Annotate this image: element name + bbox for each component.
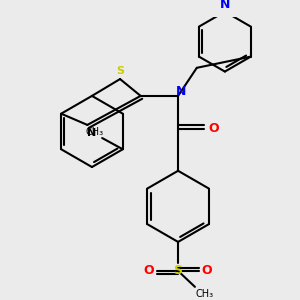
Text: CH₃: CH₃: [195, 289, 213, 299]
Text: S: S: [174, 264, 183, 278]
Text: O: O: [202, 264, 212, 278]
Text: O: O: [144, 264, 154, 278]
Text: O: O: [208, 122, 219, 135]
Text: S: S: [116, 66, 124, 76]
Text: CH₃: CH₃: [85, 128, 104, 137]
Text: N: N: [87, 128, 97, 138]
Text: N: N: [220, 0, 230, 11]
Text: N: N: [176, 85, 186, 98]
